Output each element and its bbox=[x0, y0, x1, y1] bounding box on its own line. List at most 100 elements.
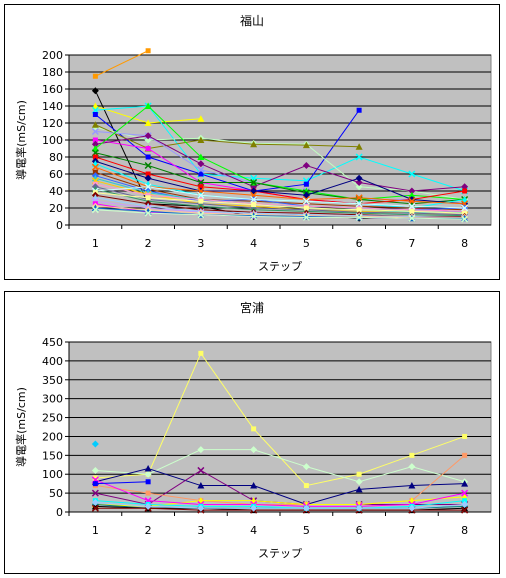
chart-2-data-point bbox=[462, 498, 468, 504]
chart-1-xtick-label: 7 bbox=[408, 237, 415, 250]
chart-2-data-point bbox=[197, 466, 205, 474]
chart-2-ytick-label: 100 bbox=[42, 468, 63, 481]
chart-1-data-point bbox=[91, 140, 99, 148]
chart-panel-fukuyama: 福山 0 20 40 60 80 100 120 140 160 180 200 1 2 3 4 5 6 7 8 ステッ… bbox=[4, 4, 500, 280]
chart-1-data-point bbox=[91, 206, 99, 214]
chart-2-data-point bbox=[91, 504, 99, 512]
chart-1-x-axis-label: ステップ bbox=[258, 260, 302, 273]
chart-1-data-point bbox=[144, 174, 152, 182]
chart-1-data-point bbox=[408, 202, 416, 210]
chart-2-data-point bbox=[462, 433, 468, 439]
chart-panel-miyaura: 宮浦 0 50 100 150 200 250 300 350 400 450 1 2 3 4 5 6 7 8 ステッ… bbox=[4, 291, 500, 574]
chart-2-data-point bbox=[302, 463, 310, 471]
chart-2-data-point bbox=[91, 466, 99, 474]
chart-1-data-point bbox=[461, 214, 469, 222]
chart-1-data-point bbox=[461, 204, 469, 212]
chart-1-xtick-label: 5 bbox=[303, 237, 310, 250]
chart-1-series-line bbox=[95, 209, 465, 220]
chart-1-data-point bbox=[91, 163, 99, 171]
chart-1-data-point bbox=[408, 187, 416, 195]
chart-2-data-point bbox=[145, 490, 151, 496]
chart-1-data-point bbox=[92, 154, 98, 160]
chart-1-data-point bbox=[144, 119, 152, 126]
chart-2-xtick-label: 2 bbox=[145, 524, 152, 537]
chart-1-data-point bbox=[355, 194, 363, 202]
chart-2-data-point bbox=[92, 475, 98, 481]
chart-1-xtick-label: 6 bbox=[356, 237, 363, 250]
chart-2-ytick-label: 50 bbox=[49, 487, 63, 500]
chart-1-data-point bbox=[462, 188, 468, 194]
chart-2-x-axis-label: ステップ bbox=[258, 547, 302, 560]
chart-2-ytick-label: 450 bbox=[42, 336, 63, 349]
chart-2-data-point bbox=[91, 440, 99, 448]
chart-1-series-line bbox=[95, 126, 465, 200]
chart-1-data-point bbox=[145, 195, 151, 201]
chart-2-data-point bbox=[198, 350, 204, 356]
chart-1-data-point bbox=[355, 213, 363, 221]
chart-2-ytick-label: 200 bbox=[42, 430, 63, 443]
chart-2-data-point bbox=[145, 479, 151, 485]
chart-1-ytick-label: 160 bbox=[42, 83, 63, 96]
chart-2-xtick-label: 3 bbox=[197, 524, 204, 537]
chart-2-data-point bbox=[408, 463, 416, 471]
chart-2-data-point bbox=[251, 426, 257, 432]
chart-2-data-point bbox=[461, 500, 469, 508]
chart-2-data-point bbox=[408, 482, 416, 489]
chart-2-data-point bbox=[250, 482, 258, 489]
chart-1-data-point bbox=[302, 141, 310, 149]
chart-1-data-point bbox=[197, 202, 205, 210]
chart-1-data-point bbox=[302, 197, 310, 205]
chart-1-data-point bbox=[302, 162, 310, 169]
chart-1-series bbox=[91, 102, 205, 126]
chart-2-data-point bbox=[197, 446, 205, 454]
chart-2-data-point bbox=[355, 485, 363, 493]
chart-2-series bbox=[91, 465, 469, 508]
chart-1-ytick-label: 180 bbox=[42, 66, 63, 79]
chart-1-data-point bbox=[145, 48, 151, 54]
chart-1-data-point bbox=[144, 209, 152, 217]
chart-1-data-point bbox=[302, 213, 310, 220]
chart-1-data-point bbox=[250, 140, 258, 148]
chart-1-series bbox=[91, 206, 469, 223]
chart-1-xtick-label: 2 bbox=[145, 237, 152, 250]
chart-2-data-point bbox=[250, 446, 258, 454]
chart-1-data-point bbox=[408, 214, 416, 222]
chart-1-data-point bbox=[250, 212, 258, 221]
chart-1-data-point bbox=[198, 184, 204, 190]
chart-1-data-point bbox=[355, 143, 363, 150]
chart-2-series bbox=[92, 350, 468, 489]
chart-miyaura: 宮浦 0 50 100 150 200 250 300 350 400 450 1 2 3 4 5 6 7 8 ステッ… bbox=[14, 300, 492, 560]
chart-2-data-point bbox=[144, 465, 152, 472]
chart-1-data-point bbox=[355, 200, 363, 208]
chart-2-data-point bbox=[91, 489, 99, 497]
chart-1-data-point bbox=[250, 178, 258, 187]
chart-2-series-line bbox=[95, 500, 465, 509]
chart-1-series-line bbox=[95, 205, 465, 218]
chart-1-y-axis-label: 導電率(mS/cm) bbox=[14, 100, 28, 180]
chart-1-data-point bbox=[461, 215, 469, 223]
chart-1-ytick-label: 120 bbox=[42, 117, 63, 130]
chart-1-series-line bbox=[95, 50, 149, 77]
chart-2-data-point bbox=[197, 504, 205, 512]
chart-1-series-line bbox=[95, 188, 465, 217]
chart-1-data-point bbox=[197, 191, 205, 199]
chart-1-data-point bbox=[198, 171, 204, 177]
chart-2-ytick-label: 400 bbox=[42, 355, 63, 368]
chart-1-data-point bbox=[408, 191, 416, 199]
chart-1-data-point bbox=[197, 166, 205, 174]
chart-2-data-point bbox=[91, 502, 99, 510]
chart-1-data-point bbox=[91, 127, 99, 136]
chart-1-series-line bbox=[95, 124, 360, 150]
chart-1-data-point bbox=[92, 137, 98, 143]
chart-2-series bbox=[91, 440, 99, 448]
chart-2-title: 宮浦 bbox=[240, 300, 264, 315]
chart-2-data-point bbox=[461, 489, 469, 497]
chart-1-xtick-label: 4 bbox=[250, 237, 257, 250]
chart-1-data-point bbox=[144, 132, 152, 140]
chart-1-data-point bbox=[145, 154, 151, 160]
chart-1-data-point bbox=[144, 161, 152, 170]
chart-1-ytick-label: 80 bbox=[49, 151, 63, 164]
chart-1-data-point bbox=[145, 146, 151, 151]
chart-2-ytick-label: 300 bbox=[42, 393, 63, 406]
chart-2-series-line bbox=[95, 481, 149, 485]
